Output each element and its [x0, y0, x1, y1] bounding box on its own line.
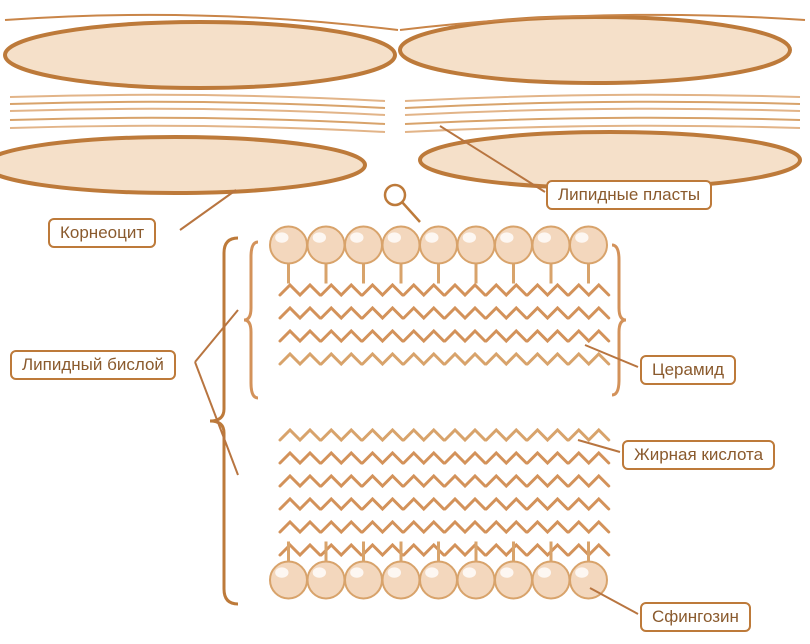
label-corneocyte: Корнеоцит — [48, 218, 156, 248]
label-sphingosine: Сфингозин — [640, 602, 751, 632]
label-lipid-layers: Липидные пласты — [546, 180, 712, 210]
label-ceramide: Церамид — [640, 355, 736, 385]
label-fatty-acid: Жирная кислота — [622, 440, 775, 470]
label-lipid-bilayer: Липидный бислой — [10, 350, 176, 380]
diagram-canvas — [0, 0, 810, 644]
